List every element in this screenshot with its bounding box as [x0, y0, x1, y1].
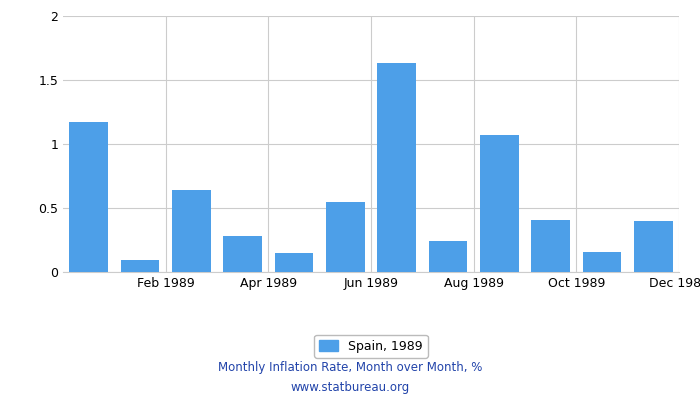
Bar — [69, 122, 108, 272]
Bar — [531, 220, 570, 272]
Bar — [582, 252, 622, 272]
Legend: Spain, 1989: Spain, 1989 — [314, 334, 428, 358]
Bar — [634, 221, 673, 272]
Bar — [274, 253, 314, 272]
Bar — [326, 202, 365, 272]
Bar — [377, 63, 416, 272]
Bar — [120, 260, 160, 272]
Bar — [172, 190, 211, 272]
Text: www.statbureau.org: www.statbureau.org — [290, 382, 410, 394]
Text: Monthly Inflation Rate, Month over Month, %: Monthly Inflation Rate, Month over Month… — [218, 362, 482, 374]
Bar — [428, 241, 468, 272]
Bar — [223, 236, 262, 272]
Bar — [480, 135, 519, 272]
